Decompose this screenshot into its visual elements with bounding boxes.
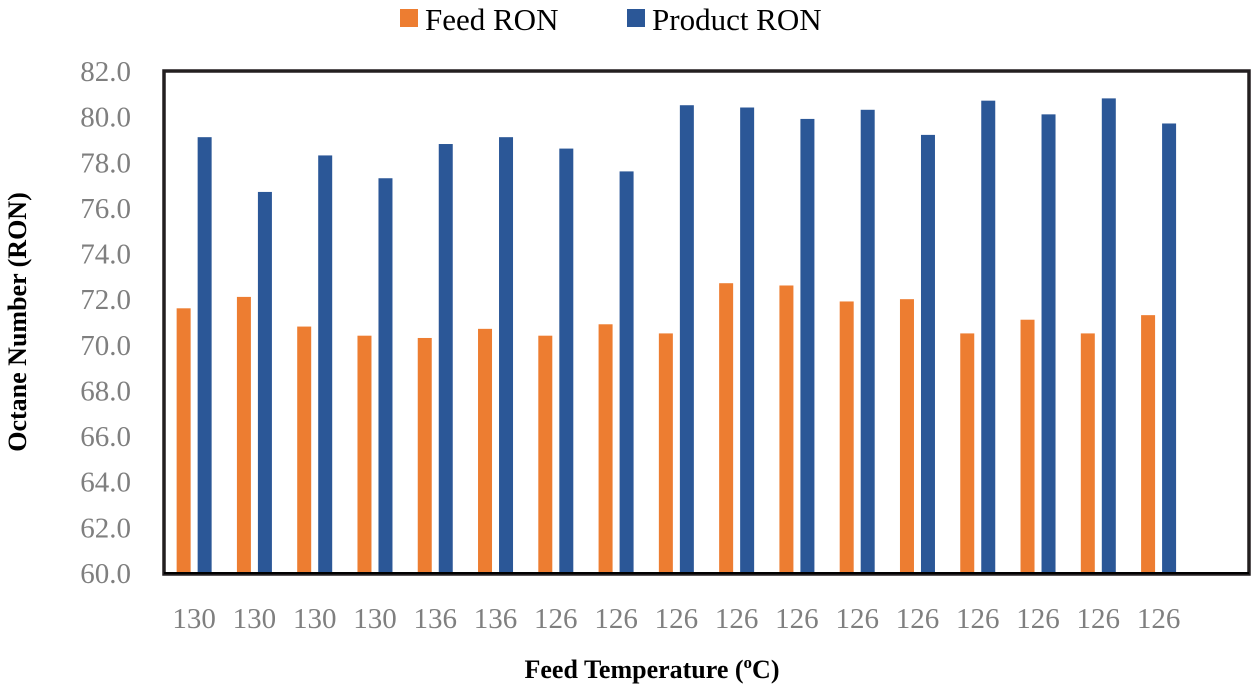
- legend-label-product-ron: Product RON: [652, 2, 822, 37]
- bar-product-ron-1: [197, 137, 212, 573]
- x-tick-label: 126: [594, 603, 638, 635]
- x-tick-label: 126: [775, 603, 819, 635]
- x-tick-label: 126: [956, 603, 1000, 635]
- y-axis-title: Octane Number (RON): [3, 192, 32, 451]
- x-tick-label: 136: [474, 603, 518, 635]
- bar-feed-ron-15: [1020, 319, 1035, 573]
- y-tick-label: 68.0: [80, 375, 131, 407]
- bar-product-ron-13: [920, 134, 935, 573]
- bar-product-ron-7: [559, 148, 574, 573]
- y-tick-label: 70.0: [80, 330, 131, 362]
- bar-product-ron-2: [257, 191, 272, 573]
- bar-product-ron-3: [318, 155, 333, 573]
- y-tick-label: 62.0: [80, 512, 131, 544]
- y-tick-label: 60.0: [80, 558, 131, 590]
- x-tick-label: 126: [896, 603, 940, 635]
- bar-feed-ron-17: [1141, 315, 1156, 573]
- legend-swatch-feed-ron: [400, 9, 418, 27]
- bar-feed-ron-5: [417, 337, 432, 573]
- bar-product-ron-6: [499, 137, 514, 573]
- bar-feed-ron-10: [719, 283, 734, 573]
- x-tick-label: 126: [1016, 603, 1060, 635]
- x-tick-label: 126: [1137, 603, 1181, 635]
- bar-product-ron-4: [378, 178, 393, 573]
- legend-label-feed-ron: Feed RON: [425, 2, 558, 37]
- y-tick-label: 82.0: [80, 56, 131, 88]
- y-tick-label: 64.0: [80, 467, 131, 499]
- bar-feed-ron-4: [357, 335, 372, 573]
- bar-product-ron-9: [679, 105, 694, 574]
- y-tick-label: 66.0: [80, 421, 131, 453]
- x-axis-title-sup: o: [744, 653, 753, 672]
- y-tick-label: 74.0: [80, 239, 131, 271]
- bar-product-ron-8: [619, 171, 634, 573]
- bar-feed-ron-7: [538, 335, 553, 573]
- x-tick-label: 130: [293, 603, 337, 635]
- bar-feed-ron-6: [478, 328, 493, 573]
- bar-feed-ron-1: [176, 308, 191, 573]
- x-axis-title: Feed Temperature (oC): [525, 653, 780, 684]
- bar-feed-ron-12: [839, 301, 854, 573]
- bar-feed-ron-8: [598, 324, 613, 573]
- y-tick-label: 72.0: [80, 284, 131, 316]
- bar-product-ron-14: [981, 100, 996, 573]
- bar-product-ron-15: [1041, 114, 1056, 573]
- x-axis-title-main: Feed Temperature (: [525, 655, 744, 684]
- x-tick-label: 130: [353, 603, 397, 635]
- y-tick-label: 78.0: [80, 147, 131, 179]
- bar-product-ron-12: [860, 109, 875, 574]
- x-tick-label: 126: [1077, 603, 1121, 635]
- x-tick-label: 130: [172, 603, 216, 635]
- x-tick-label: 126: [655, 603, 699, 635]
- legend: Feed RON Product RON: [400, 2, 822, 37]
- y-tick-label: 76.0: [80, 193, 131, 225]
- bar-product-ron-16: [1101, 98, 1116, 573]
- bar-product-ron-17: [1162, 123, 1177, 574]
- x-tick-label: 130: [233, 603, 277, 635]
- bar-feed-ron-3: [297, 326, 312, 573]
- bar-feed-ron-9: [658, 333, 673, 573]
- bar-product-ron-10: [740, 107, 755, 573]
- bar-product-ron-5: [438, 144, 453, 573]
- bar-feed-ron-2: [236, 296, 251, 573]
- bar-feed-ron-14: [960, 333, 975, 573]
- y-tick-label: 80.0: [80, 102, 131, 134]
- legend-swatch-product-ron: [627, 9, 645, 27]
- bar-feed-ron-16: [1080, 333, 1095, 573]
- bar-feed-ron-11: [779, 285, 794, 573]
- bar-feed-ron-13: [899, 299, 914, 573]
- x-tick-label: 126: [715, 603, 759, 635]
- x-tick-label: 126: [835, 603, 879, 635]
- x-axis-title-end: C): [752, 655, 779, 684]
- x-tick-label: 136: [414, 603, 458, 635]
- x-tick-label: 126: [534, 603, 578, 635]
- bar-product-ron-11: [800, 118, 815, 573]
